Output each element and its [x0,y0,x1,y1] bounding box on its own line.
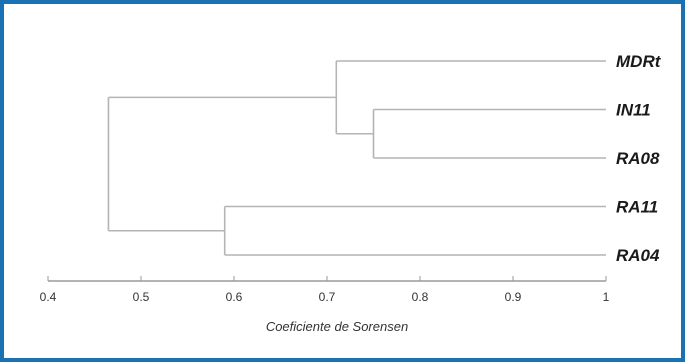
x-axis: 0.4 0.5 0.6 0.7 0.8 0.9 1 [40,276,610,304]
leaf-label-in11: IN11 [616,101,651,120]
leaf-label-mdrt: MDRt [616,52,662,71]
x-axis-ticks: 0.4 0.5 0.6 0.7 0.8 0.9 1 [40,276,610,304]
x-tick-label: 1 [603,290,610,304]
leaf-labels: MDRt IN11 RA08 RA11 RA04 [616,52,662,265]
x-tick-label: 0.8 [412,290,429,304]
dendrogram-branches [107,60,606,256]
x-tick-label: 0.6 [226,290,243,304]
x-tick-label: 0.7 [319,290,336,304]
leaf-label-ra04: RA04 [616,246,660,265]
x-tick-label: 0.9 [505,290,522,304]
x-axis-title: Coeficiente de Sorensen [266,319,408,334]
x-tick-label: 0.5 [133,290,150,304]
leaf-label-ra08: RA08 [616,149,660,168]
x-tick-label: 0.4 [40,290,57,304]
leaf-label-ra11: RA11 [616,198,658,217]
